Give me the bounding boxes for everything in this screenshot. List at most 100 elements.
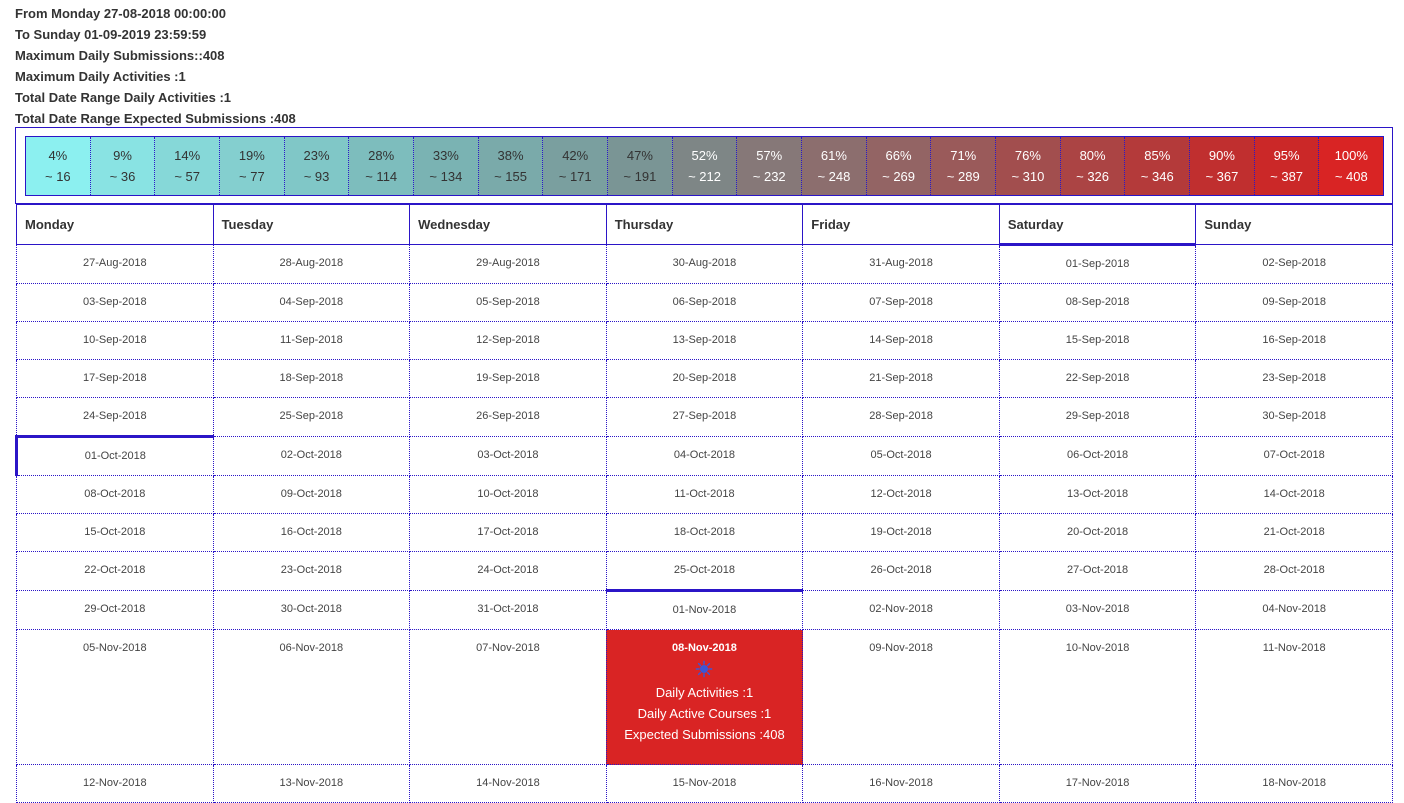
- calendar-day-cell[interactable]: 22-Oct-2018: [16, 551, 214, 591]
- calendar-date-label: 06-Nov-2018: [279, 642, 344, 654]
- calendar-day-cell[interactable]: 19-Sep-2018: [409, 359, 607, 398]
- calendar-day-cell[interactable]: 09-Sep-2018: [1195, 283, 1393, 322]
- calendar-day-cell[interactable]: 21-Sep-2018: [802, 359, 1000, 398]
- calendar-day-cell[interactable]: 16-Oct-2018: [212, 513, 411, 552]
- calendar-day-cell[interactable]: 08-Nov-2018 Daily Activities :1 Daily Acti…: [605, 629, 804, 765]
- calendar-day-cell[interactable]: 12-Oct-2018: [802, 475, 1000, 514]
- calendar-day-cell[interactable]: 28-Oct-2018: [1195, 551, 1393, 591]
- calendar-day-cell[interactable]: 04-Nov-2018: [1195, 590, 1393, 630]
- calendar-day-cell[interactable]: 10-Nov-2018: [998, 629, 1197, 765]
- legend-cell: 9% ~ 36: [90, 137, 156, 195]
- calendar-day-cell[interactable]: 27-Sep-2018: [605, 397, 804, 437]
- calendar-day-cell[interactable]: 30-Aug-2018: [605, 244, 804, 284]
- calendar-day-cell[interactable]: 13-Nov-2018: [212, 764, 411, 803]
- calendar-day-cell[interactable]: 14-Sep-2018: [802, 321, 1000, 360]
- calendar-day-cell[interactable]: 29-Oct-2018: [16, 590, 214, 630]
- calendar-day-cell[interactable]: 27-Oct-2018: [998, 551, 1197, 591]
- calendar-day-cell[interactable]: 31-Aug-2018: [802, 244, 1000, 284]
- calendar-day-cell[interactable]: 16-Sep-2018: [1195, 321, 1393, 360]
- calendar-day-cell[interactable]: 22-Sep-2018: [998, 359, 1197, 398]
- calendar-day-cell[interactable]: 31-Oct-2018: [409, 590, 607, 630]
- calendar-day-cell[interactable]: 20-Oct-2018: [998, 513, 1197, 552]
- calendar-day-cell[interactable]: 16-Nov-2018: [802, 764, 1000, 803]
- calendar-day-cell[interactable]: 03-Nov-2018: [998, 590, 1197, 630]
- calendar-day-cell[interactable]: 05-Oct-2018: [802, 436, 1000, 476]
- calendar-day-cell[interactable]: 12-Sep-2018: [409, 321, 607, 360]
- calendar-day-cell[interactable]: 04-Sep-2018: [212, 283, 411, 322]
- calendar-day-cell[interactable]: 30-Sep-2018: [1195, 397, 1393, 437]
- calendar-day-cell[interactable]: 12-Nov-2018: [16, 764, 214, 803]
- calendar-day-cell[interactable]: 11-Nov-2018: [1195, 629, 1393, 765]
- calendar-day-cell[interactable]: 06-Oct-2018: [998, 436, 1197, 476]
- calendar-day-cell[interactable]: 08-Oct-2018: [16, 475, 214, 514]
- calendar-day-cell[interactable]: 29-Sep-2018: [998, 397, 1197, 437]
- calendar-day-cell[interactable]: 02-Nov-2018: [802, 590, 1000, 630]
- calendar-day-cell[interactable]: 13-Oct-2018: [998, 475, 1197, 514]
- calendar-day-cell[interactable]: 06-Nov-2018: [212, 629, 411, 765]
- calendar-date-label: 03-Nov-2018: [1065, 603, 1130, 615]
- calendar-day-cell[interactable]: 27-Aug-2018: [16, 244, 214, 284]
- calendar-day-cell[interactable]: 24-Oct-2018: [409, 551, 607, 591]
- calendar-week-row: 24-Sep-2018 25-Sep-2018 26-Sep-2018 27-Sep-…: [16, 397, 1393, 437]
- calendar-day-cell[interactable]: 10-Oct-2018: [409, 475, 607, 514]
- calendar-day-cell[interactable]: 28-Sep-2018: [802, 397, 1000, 437]
- calendar-day-cell[interactable]: 14-Nov-2018: [409, 764, 607, 803]
- calendar-day-cell[interactable]: 14-Oct-2018: [1195, 475, 1393, 514]
- calendar-day-cell[interactable]: 30-Oct-2018: [212, 590, 411, 630]
- calendar-day-cell[interactable]: 18-Nov-2018: [1195, 764, 1393, 803]
- legend-value: ~ 77: [239, 169, 265, 184]
- calendar-day-cell[interactable]: 07-Nov-2018: [409, 629, 607, 765]
- calendar-day-cell[interactable]: 28-Aug-2018: [212, 244, 411, 284]
- calendar-day-cell[interactable]: 23-Sep-2018: [1195, 359, 1393, 398]
- calendar-day-cell[interactable]: 17-Oct-2018: [409, 513, 607, 552]
- calendar-day-cell[interactable]: 23-Oct-2018: [212, 551, 411, 591]
- calendar-day-cell[interactable]: 20-Sep-2018: [605, 359, 804, 398]
- calendar-day-cell[interactable]: 01-Nov-2018: [605, 589, 804, 630]
- calendar-day-cell[interactable]: 13-Sep-2018: [605, 321, 804, 360]
- calendar-day-cell[interactable]: 24-Sep-2018: [16, 397, 214, 437]
- calendar-day-cell[interactable]: 03-Sep-2018: [16, 283, 214, 322]
- calendar-day-cell[interactable]: 04-Oct-2018: [605, 436, 804, 476]
- calendar-day-cell[interactable]: 11-Oct-2018: [605, 475, 804, 514]
- calendar-day-cell[interactable]: 17-Nov-2018: [998, 764, 1197, 803]
- calendar-day-cell[interactable]: 21-Oct-2018: [1195, 513, 1393, 552]
- calendar-day-cell[interactable]: 19-Oct-2018: [802, 513, 1000, 552]
- calendar-date-label: 11-Nov-2018: [1262, 642, 1326, 654]
- calendar-day-cell[interactable]: 01-Sep-2018: [998, 243, 1197, 284]
- calendar-day-cell[interactable]: 29-Aug-2018: [409, 244, 607, 284]
- calendar-date-label: 26-Oct-2018: [870, 564, 932, 576]
- calendar-day-cell[interactable]: 09-Nov-2018: [802, 629, 1000, 765]
- calendar-day-cell[interactable]: 25-Sep-2018: [212, 397, 411, 437]
- calendar-date-label: 03-Oct-2018: [477, 449, 539, 461]
- calendar-day-cell[interactable]: 15-Nov-2018: [605, 764, 804, 803]
- calendar-day-cell[interactable]: 15-Oct-2018: [16, 513, 214, 552]
- calendar-day-cell[interactable]: 02-Sep-2018: [1195, 244, 1393, 284]
- calendar-day-cell[interactable]: 09-Oct-2018: [212, 475, 411, 514]
- summary-total-activities: Total Date Range Daily Activities :1: [15, 90, 232, 105]
- calendar-day-cell[interactable]: 18-Oct-2018: [605, 513, 804, 552]
- calendar-day-cell[interactable]: 18-Sep-2018: [212, 359, 411, 398]
- calendar-date-label: 12-Sep-2018: [476, 334, 540, 346]
- calendar-day-cell[interactable]: 05-Sep-2018: [409, 283, 607, 322]
- calendar-day-cell[interactable]: 11-Sep-2018: [212, 321, 411, 360]
- calendar-day-cell[interactable]: 15-Sep-2018: [998, 321, 1197, 360]
- calendar-day-cell[interactable]: 05-Nov-2018: [16, 629, 214, 765]
- legend-value: ~ 269: [882, 169, 916, 184]
- calendar-day-cell[interactable]: 26-Oct-2018: [802, 551, 1000, 591]
- calendar-day-cell[interactable]: 08-Sep-2018: [998, 283, 1197, 322]
- calendar-date-label: 04-Nov-2018: [1262, 603, 1326, 615]
- calendar-day-cell[interactable]: 17-Sep-2018: [16, 359, 214, 398]
- legend-value: ~ 387: [1270, 169, 1304, 184]
- calendar-day-cell[interactable]: 03-Oct-2018: [409, 436, 607, 476]
- calendar-day-cell[interactable]: 06-Sep-2018: [605, 283, 804, 322]
- calendar-day-cell[interactable]: 07-Sep-2018: [802, 283, 1000, 322]
- calendar-day-cell[interactable]: 02-Oct-2018: [212, 436, 411, 476]
- legend-value: ~ 191: [623, 169, 657, 184]
- calendar-day-cell[interactable]: 25-Oct-2018: [605, 551, 804, 591]
- calendar-date-label: 20-Sep-2018: [672, 372, 737, 384]
- calendar-day-cell[interactable]: 10-Sep-2018: [16, 321, 214, 360]
- calendar-day-cell[interactable]: 07-Oct-2018: [1195, 436, 1393, 476]
- calendar-date-label: 27-Oct-2018: [1067, 564, 1129, 576]
- calendar-day-cell[interactable]: 26-Sep-2018: [409, 397, 607, 437]
- calendar-day-cell[interactable]: 01-Oct-2018: [15, 435, 214, 476]
